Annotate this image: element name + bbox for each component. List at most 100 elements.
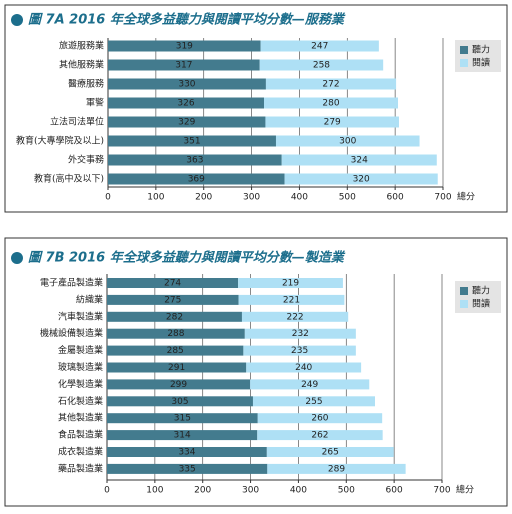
x-tick-label: 400 xyxy=(291,193,308,203)
bar-segment xyxy=(260,40,379,52)
data-label: 235 xyxy=(291,346,308,356)
bar-segment xyxy=(244,328,356,339)
x-tick-label: 100 xyxy=(146,486,163,496)
bar-segment xyxy=(238,294,345,305)
bar-segment xyxy=(275,135,420,147)
bar-segment xyxy=(107,345,244,356)
bar-segment xyxy=(252,396,375,407)
data-label: 265 xyxy=(322,448,339,458)
data-label: 326 xyxy=(177,99,194,109)
bar-segment xyxy=(264,97,399,109)
y-tick-label: 機械設備製造業 xyxy=(40,327,103,339)
bar-segment xyxy=(107,294,239,305)
x-tick-label: 100 xyxy=(147,193,164,203)
bar-segment xyxy=(107,396,253,407)
y-tick-label: 化學製造業 xyxy=(58,378,103,390)
data-label: 285 xyxy=(167,346,184,356)
data-label: 255 xyxy=(305,397,322,407)
y-tick-label: 成衣製造業 xyxy=(58,446,103,458)
bar-segment xyxy=(243,345,356,356)
data-label: 222 xyxy=(286,312,303,322)
x-tick-label: 300 xyxy=(243,193,260,203)
x-tick-label: 700 xyxy=(434,193,451,203)
bar-segment xyxy=(108,173,285,185)
legend-label: 閱讀 xyxy=(472,57,490,69)
data-label: 324 xyxy=(351,156,368,166)
legend-swatch xyxy=(460,300,468,308)
y-tick-label: 藥品製造業 xyxy=(58,462,103,474)
bar-segment xyxy=(257,430,383,441)
chart-frame xyxy=(4,237,508,507)
bar-segment xyxy=(108,59,260,71)
y-tick-label: 軍警 xyxy=(86,97,104,109)
bar-segment xyxy=(265,116,399,128)
data-label: 249 xyxy=(301,380,318,390)
bar-segment xyxy=(284,173,438,185)
bar-segment xyxy=(107,311,242,322)
bar-segment xyxy=(107,328,245,339)
data-label: 289 xyxy=(328,464,345,474)
y-tick-label: 立法司法單位 xyxy=(50,116,104,128)
data-label: 275 xyxy=(164,295,181,305)
y-tick-label: 紡織業 xyxy=(76,293,103,305)
data-label: 280 xyxy=(322,99,339,109)
data-label: 315 xyxy=(174,414,191,424)
y-tick-label: 金屬製造業 xyxy=(58,344,103,356)
y-tick-label: 其他服務業 xyxy=(59,59,104,71)
data-label: 314 xyxy=(174,431,191,441)
data-label: 247 xyxy=(311,42,328,52)
bar-segment xyxy=(107,447,267,457)
data-label: 274 xyxy=(164,279,181,289)
bar-segment xyxy=(107,278,239,288)
data-label: 258 xyxy=(313,61,330,71)
bar-segment xyxy=(241,311,349,322)
y-tick-label: 玻璃製造業 xyxy=(58,361,103,373)
data-label: 369 xyxy=(188,175,205,185)
data-label: 260 xyxy=(311,414,328,424)
y-tick-label: 電子產品製造業 xyxy=(40,277,103,289)
y-tick-label: 旅遊服務業 xyxy=(59,40,104,52)
legend-label: 閱讀 xyxy=(472,298,490,310)
x-tick-label: 200 xyxy=(195,193,212,203)
x-tick-label: 0 xyxy=(104,486,110,496)
x-tick-label: 400 xyxy=(290,486,307,496)
x-tick-label: 600 xyxy=(386,486,403,496)
chart-frame xyxy=(4,4,508,213)
bar-segment xyxy=(107,463,268,474)
bar-segment xyxy=(107,362,247,373)
bar-segment xyxy=(108,135,276,147)
x-tick-label: 500 xyxy=(338,486,355,496)
bar-segment xyxy=(246,362,362,373)
data-label: 262 xyxy=(311,431,328,441)
data-label: 351 xyxy=(183,137,200,147)
data-label: 330 xyxy=(178,80,195,90)
bar-segment xyxy=(107,430,258,441)
data-label: 335 xyxy=(179,464,196,474)
data-label: 282 xyxy=(166,312,183,322)
legend-label: 聽力 xyxy=(472,44,490,56)
data-label: 299 xyxy=(170,380,187,390)
x-tick-label: 300 xyxy=(242,486,259,496)
bar-segment xyxy=(257,413,383,424)
bar-segment xyxy=(238,278,343,288)
x-tick-label: 600 xyxy=(387,193,404,203)
data-label: 334 xyxy=(178,448,195,458)
x-tick-label: 700 xyxy=(433,486,450,496)
data-label: 300 xyxy=(339,137,356,147)
data-label: 319 xyxy=(176,42,193,52)
data-label: 240 xyxy=(295,363,312,373)
bar-segment xyxy=(266,447,394,457)
x-tick-label: 0 xyxy=(105,193,111,203)
bar-segment xyxy=(108,154,282,166)
data-label: 363 xyxy=(186,156,203,166)
x-axis-label: 總分 xyxy=(457,191,475,203)
y-tick-label: 教育(大專學院及以上) xyxy=(16,135,104,147)
bar-segment xyxy=(265,78,397,90)
bar-segment xyxy=(108,116,266,128)
data-label: 320 xyxy=(353,175,370,185)
x-tick-label: 500 xyxy=(339,193,356,203)
data-label: 279 xyxy=(324,118,341,128)
legend-label: 聽力 xyxy=(472,285,490,297)
title-bullet xyxy=(11,14,23,26)
